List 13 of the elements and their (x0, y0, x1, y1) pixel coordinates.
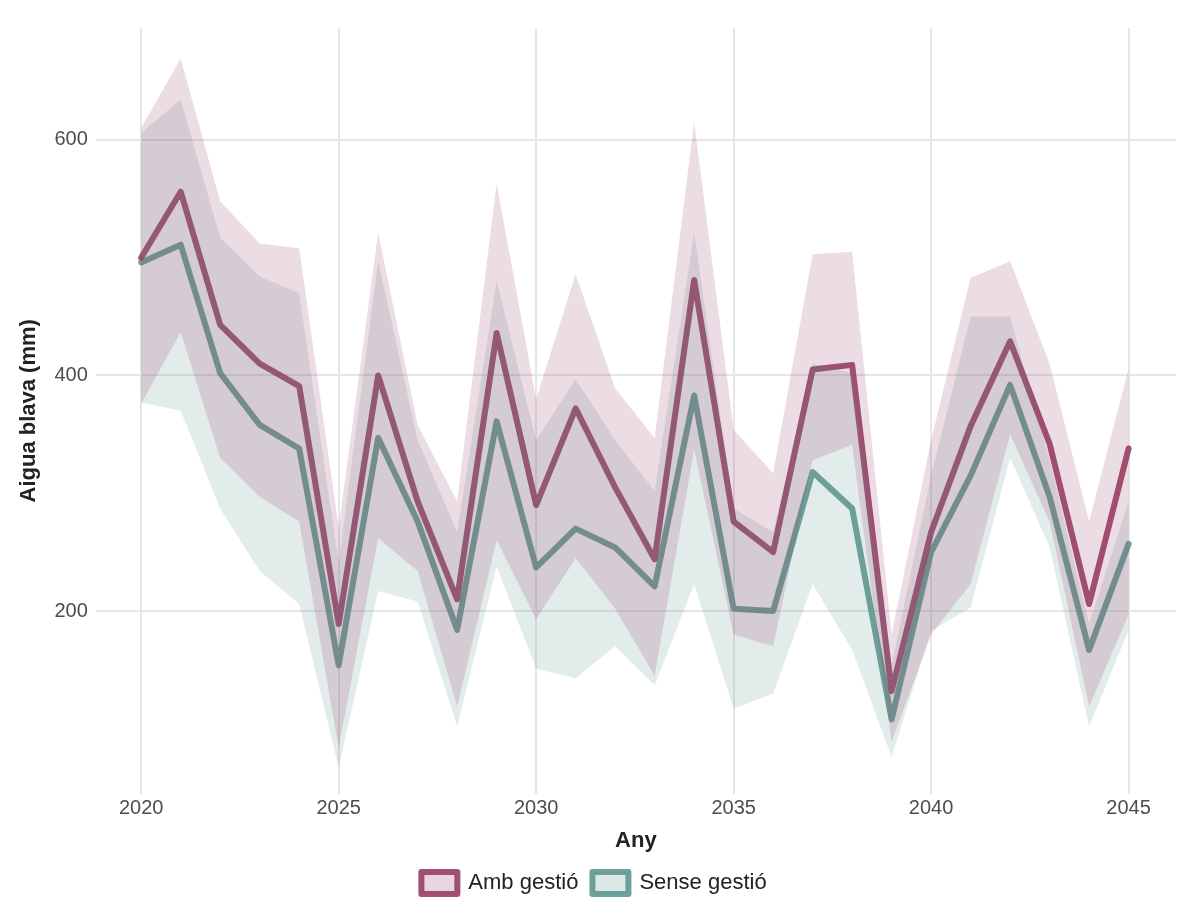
y-axis-title: Aigua blava (mm) (15, 319, 41, 503)
x-tick-label: 2025 (316, 796, 361, 819)
x-tick-label: 2035 (711, 796, 756, 819)
legend-label: Sense gestió (639, 869, 767, 895)
y-tick-label: 600 (54, 127, 88, 150)
x-tick-label: 2020 (118, 796, 164, 819)
y-tick-label: 400 (54, 362, 88, 385)
x-tick-label: 2040 (908, 796, 954, 819)
legend-label: Amb gestió (468, 869, 579, 895)
y-tick-label: 200 (54, 598, 88, 621)
x-tick-label: 2045 (1106, 796, 1151, 819)
x-axis-title: Any (615, 826, 658, 852)
x-tick-label: 2030 (513, 796, 559, 819)
